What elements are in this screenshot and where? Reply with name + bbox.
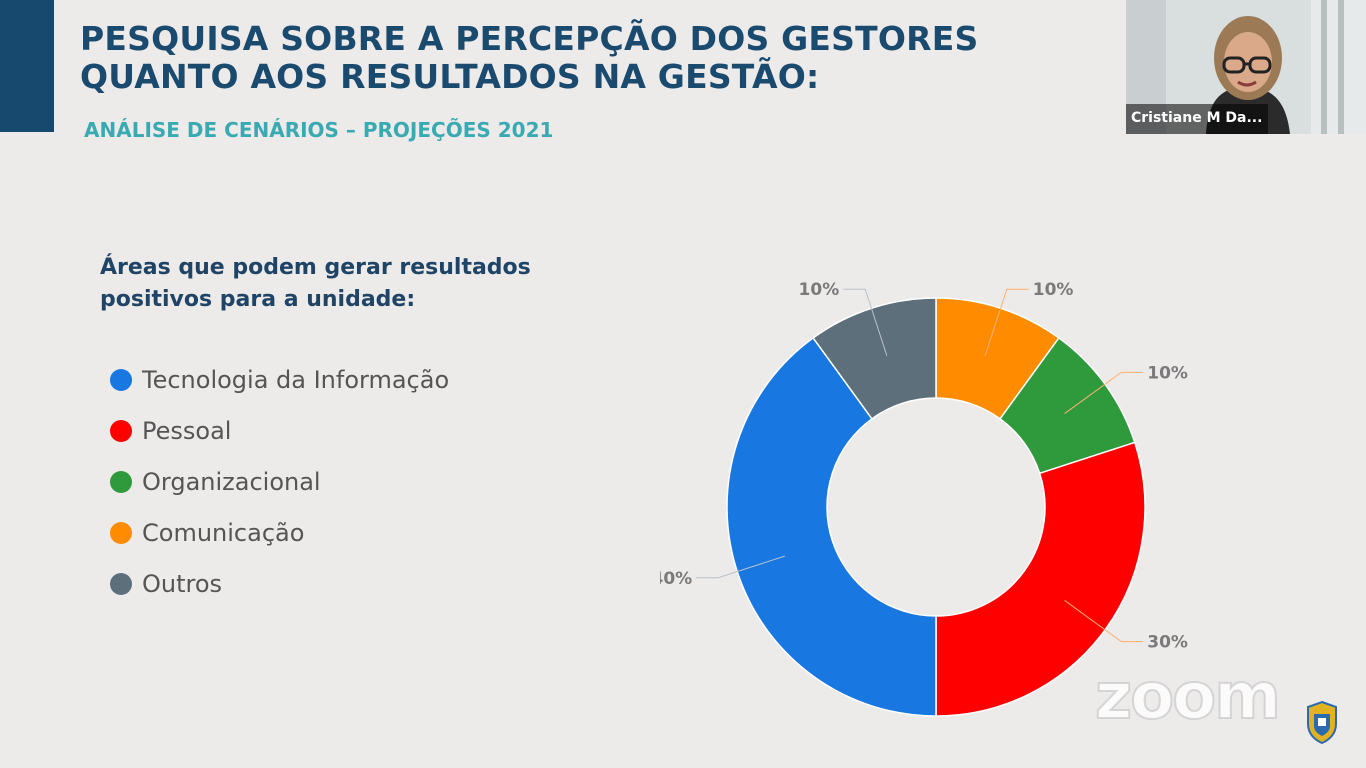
legend-dot-icon	[110, 419, 132, 442]
legend-item: Organizacional	[110, 456, 449, 507]
donut-slice	[935, 441, 1146, 717]
legend-item: Tecnologia da Informação	[110, 354, 449, 405]
leader-line	[696, 555, 785, 579]
leader-line	[984, 288, 1029, 356]
donut-slice	[812, 297, 937, 420]
leader-line	[1064, 371, 1144, 414]
slice-percent-label: 40%	[660, 569, 692, 589]
legend-dot-icon	[110, 572, 132, 595]
legend-dot-icon	[110, 368, 132, 391]
legend-label: Pessoal	[142, 416, 232, 445]
municipal-crest-icon	[1307, 700, 1337, 744]
leader-line	[1064, 600, 1144, 643]
legend-heading: Áreas que podem gerar resultados positiv…	[100, 255, 531, 312]
participant-video-frame	[1126, 0, 1366, 134]
legend-label: Organizacional	[142, 467, 321, 496]
participant-video-tile[interactable]: Cristiane M Da...	[1126, 0, 1366, 134]
legend-item: Comunicação	[110, 507, 449, 558]
slide-title: PESQUISA SOBRE A PERCEPÇÃO DOS GESTORES …	[80, 19, 979, 96]
slice-percent-label: 10%	[1147, 363, 1188, 383]
legend-item: Outros	[110, 558, 449, 609]
legend-dot-icon	[110, 521, 132, 544]
zoom-watermark: zoom	[1094, 660, 1282, 734]
slice-percent-label: 30%	[1147, 633, 1188, 653]
legend-label: Tecnologia da Informação	[142, 365, 450, 394]
slice-percent-label: 10%	[1033, 280, 1074, 300]
legend-item: Pessoal	[110, 405, 449, 456]
legend-label: Comunicação	[142, 518, 305, 547]
legend-label: Outros	[142, 569, 223, 598]
donut-chart: 10% 10% 30% 40% 10%	[660, 280, 1188, 717]
leader-line	[843, 288, 888, 356]
slice-percent-label: 10%	[799, 280, 840, 300]
donut-slice	[726, 336, 937, 717]
title-accent-bar	[0, 0, 54, 132]
slide-subtitle: ANÁLISE DE CENÁRIOS – PROJEÇÕES 2021	[84, 118, 554, 142]
participant-name-label: Cristiane M Da...	[1126, 104, 1269, 134]
chart-legend: Tecnologia da Informação Pessoal Organiz…	[110, 354, 449, 609]
legend-dot-icon	[110, 470, 132, 493]
